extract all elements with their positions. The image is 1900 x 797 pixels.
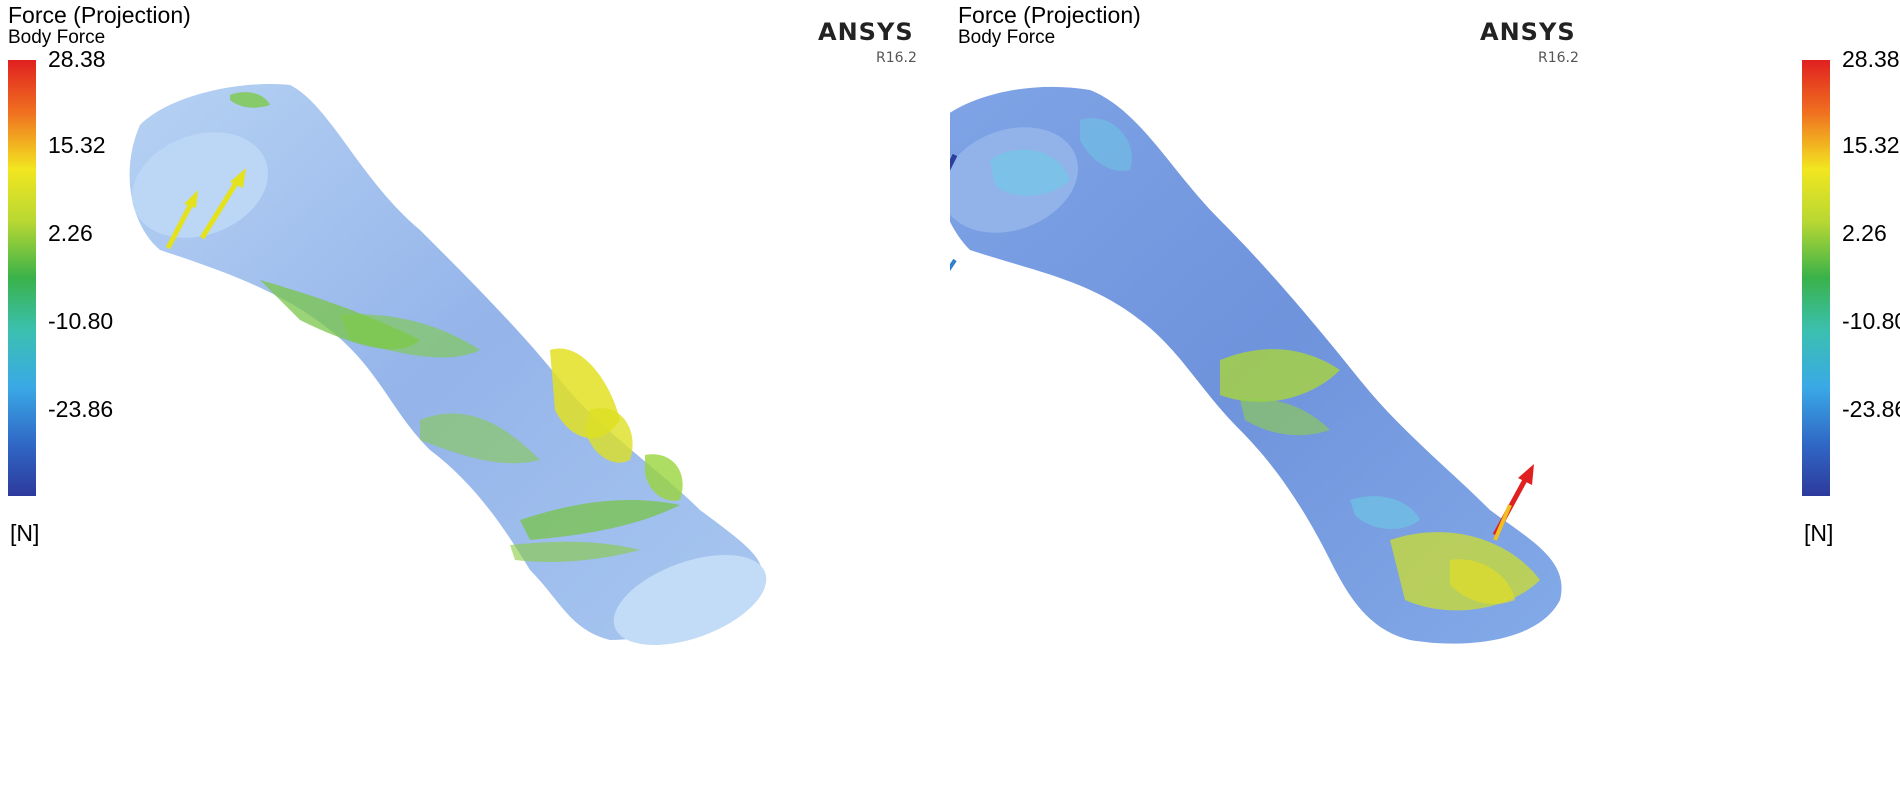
- force-arrow-head: [230, 168, 246, 188]
- force-band: [340, 314, 480, 358]
- force-band: [420, 413, 540, 464]
- legend-unit: [N]: [1804, 520, 1834, 546]
- result-title: Force (Projection): [958, 2, 1141, 28]
- force-arrow: [1493, 504, 1512, 541]
- legend-tick: -10.80: [48, 308, 114, 334]
- ansys-logo: ANSYS: [1480, 18, 1576, 46]
- force-band: [510, 541, 640, 562]
- force-arrow: [199, 178, 241, 240]
- legend-tick-max: 28.38: [48, 46, 106, 72]
- legend-tick: 15.32: [48, 132, 106, 158]
- force-band: [1220, 349, 1340, 402]
- result-subtitle: Body Force: [8, 27, 106, 48]
- force-band: [1240, 399, 1330, 436]
- force-arrow: [950, 153, 958, 171]
- legend-unit: [N]: [10, 520, 40, 546]
- ansys-version: R16.2: [1538, 50, 1579, 66]
- ansys-version: R16.2: [876, 50, 917, 66]
- result-view-right: Force (Projection) Body Force 28.38 15.3…: [950, 0, 1900, 797]
- legend-tick: -10.80: [1842, 308, 1900, 334]
- force-arrow: [950, 258, 957, 272]
- legend-tick: 2.26: [48, 220, 93, 246]
- bone-shape: [129, 84, 762, 641]
- legend-tick-min: -23.86: [1842, 396, 1900, 422]
- force-band: [520, 500, 680, 540]
- legend-tick-max: 28.38: [1842, 46, 1900, 72]
- force-speckle: [230, 92, 270, 108]
- force-arrow-head: [184, 190, 198, 208]
- color-legend-bar: [8, 60, 36, 496]
- legend-tick-min: -23.86: [48, 396, 114, 422]
- result-title: Force (Projection): [8, 2, 191, 28]
- force-patch: [1350, 496, 1420, 530]
- force-patch: [1450, 559, 1515, 605]
- color-legend-bar: [1802, 60, 1830, 496]
- ansys-logo: ANSYS: [818, 18, 914, 46]
- force-patch: [645, 454, 683, 501]
- force-arrow-head: [1518, 464, 1534, 485]
- bone-end-distal: [613, 555, 767, 645]
- force-patch: [585, 408, 633, 463]
- bone-model-right: [950, 86, 1562, 644]
- force-arrow: [165, 200, 195, 250]
- force-patch: [1080, 118, 1132, 171]
- bone-model-left: [129, 84, 767, 645]
- legend-tick: 15.32: [1842, 132, 1900, 158]
- bone-end-proximal: [132, 132, 268, 238]
- force-patch: [990, 149, 1070, 196]
- legend-tick: 2.26: [1842, 220, 1887, 246]
- result-view-left: Force (Projection) Body Force 28.38 15.3…: [8, 2, 917, 645]
- result-subtitle: Body Force: [958, 27, 1056, 48]
